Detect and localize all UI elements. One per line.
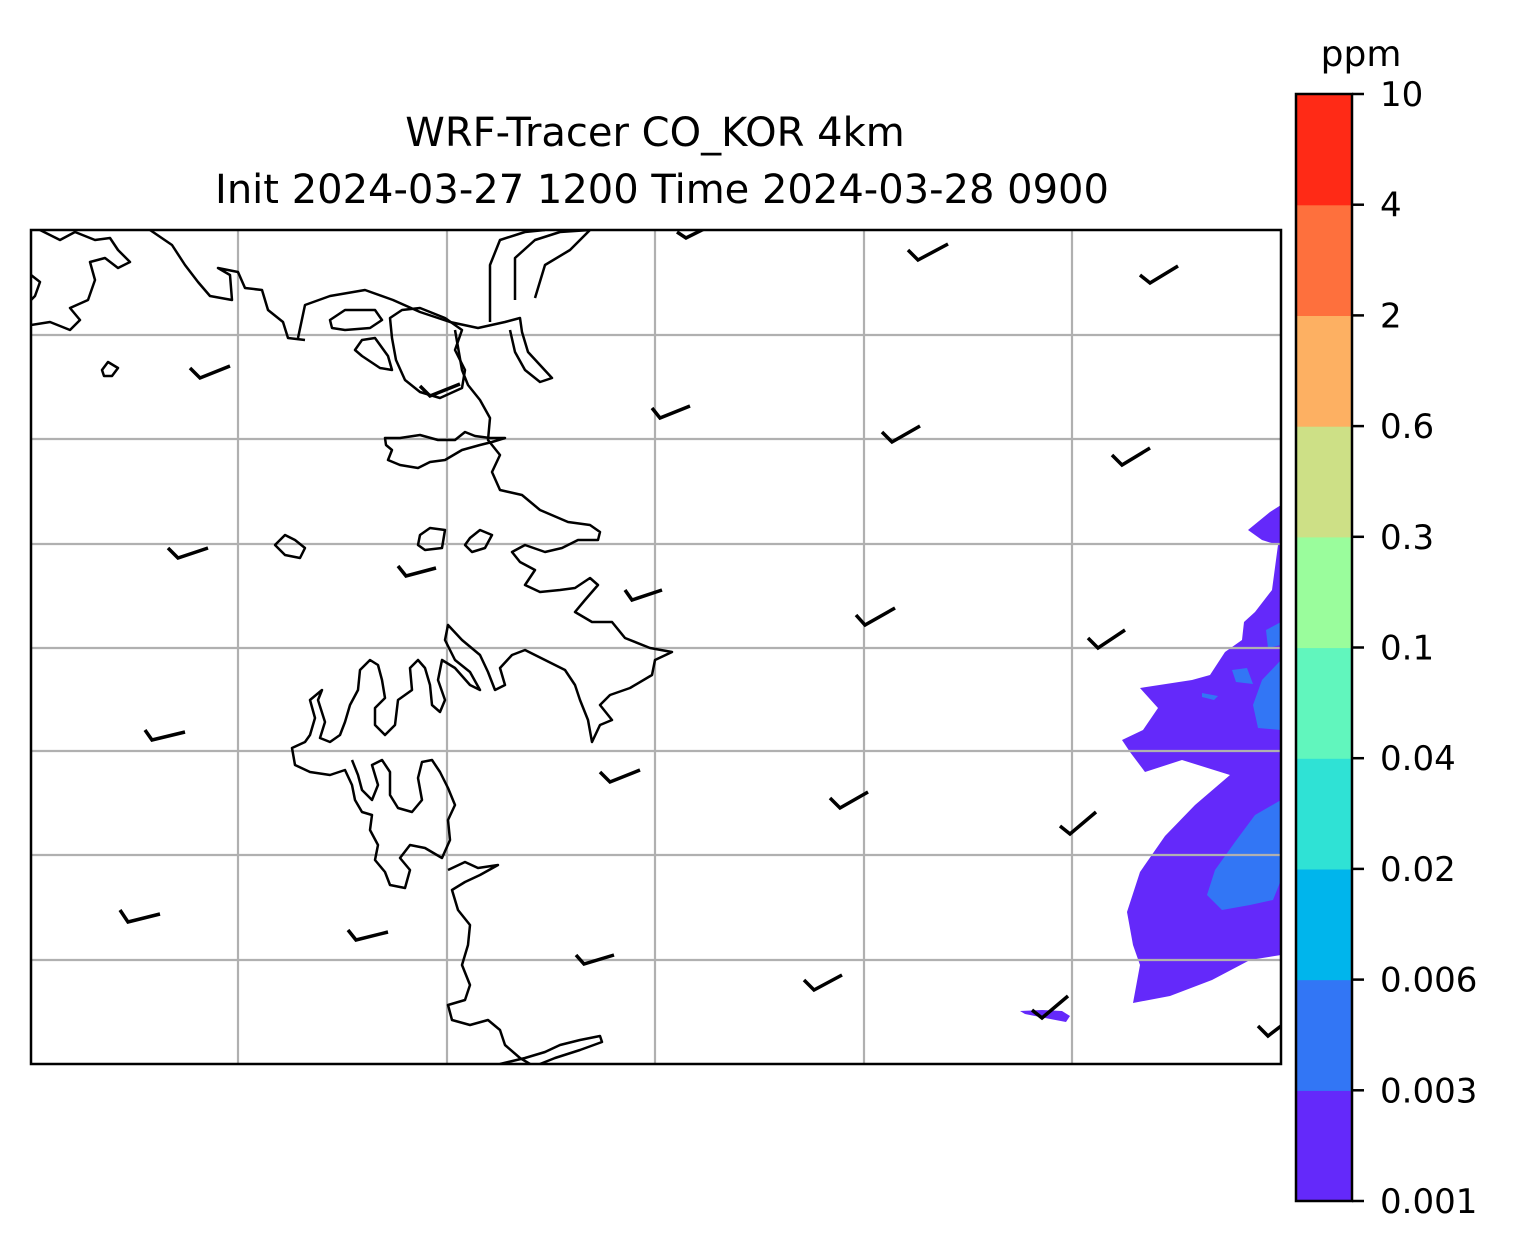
wind-barb xyxy=(880,424,921,445)
wind-barb xyxy=(118,909,161,924)
map-frame xyxy=(29,228,1283,1066)
wind-barb xyxy=(598,768,641,785)
wind-barbs xyxy=(118,230,1281,1039)
colorbar-band xyxy=(1296,315,1352,427)
wind-barb xyxy=(574,953,615,966)
title-line-1: WRF-Tracer CO_KOR 4km xyxy=(405,110,904,156)
colorbar-tick-label: 4 xyxy=(1380,186,1402,226)
wind-barb xyxy=(802,973,843,993)
colorbar-tick-label: 0.003 xyxy=(1380,1071,1477,1111)
gridlines xyxy=(31,230,1281,1064)
wind-barb xyxy=(1086,628,1126,651)
wind-barb xyxy=(1138,264,1179,286)
colorbar-band xyxy=(1296,426,1352,538)
wind-barb xyxy=(418,382,461,399)
colorbar-band xyxy=(1296,758,1352,870)
wind-barb xyxy=(188,364,231,381)
colorbar-tick-label: 0.6 xyxy=(1380,407,1434,447)
colorbar-bands xyxy=(1296,94,1352,1202)
colorbar-band xyxy=(1296,1090,1352,1202)
colorbar-tick-label: 0.3 xyxy=(1380,518,1434,558)
wind-barb xyxy=(623,588,663,603)
wind-barb xyxy=(166,546,209,561)
colorbar-band xyxy=(1296,204,1352,316)
colorbar-band xyxy=(1296,979,1352,1091)
co-contour-0.003 xyxy=(1202,622,1281,910)
colorbar-tick-label: 0.04 xyxy=(1380,739,1456,779)
colorbar-units: ppm xyxy=(1321,34,1402,75)
wind-barb xyxy=(906,242,949,263)
colorbar-tick-label: 10 xyxy=(1380,75,1423,115)
wind-barb xyxy=(828,790,869,811)
wind-barb xyxy=(1256,1024,1281,1039)
wind-barb xyxy=(650,404,691,421)
colorbar-band xyxy=(1296,94,1352,206)
colorbar-band xyxy=(1296,536,1352,649)
colorbar: ppm 0.001 0.003 0.006 0.02 0.04 0.1 0.3 0.6 2 4 10 xyxy=(1294,34,1477,1222)
colorbar-tick-label: 0.001 xyxy=(1380,1182,1477,1222)
wind-barb xyxy=(396,564,437,578)
coastlines xyxy=(31,230,674,1064)
wind-barb xyxy=(346,928,389,942)
title-line-2: Init 2024-03-27 1200 Time 2024-03-28 090… xyxy=(215,167,1109,213)
wind-barb xyxy=(854,606,896,628)
colorbar-band xyxy=(1296,647,1352,759)
wind-barb xyxy=(1030,994,1070,1021)
colorbar-tick-label: 0.006 xyxy=(1380,961,1477,1001)
wind-barb xyxy=(1058,810,1098,837)
wind-barb xyxy=(143,728,186,742)
colorbar-band xyxy=(1296,868,1352,981)
colorbar-tick-label: 0.02 xyxy=(1380,850,1456,890)
wind-barb xyxy=(1110,446,1151,468)
wind-barb xyxy=(676,230,706,241)
map-panel xyxy=(29,228,1283,1066)
colorbar-tick-label: 0.1 xyxy=(1380,629,1434,669)
colorbar-tick-label: 2 xyxy=(1380,296,1402,336)
colorbar-ticks: 0.001 0.003 0.006 0.02 0.04 0.1 0.3 0.6 2 4 10 xyxy=(1352,75,1477,1222)
